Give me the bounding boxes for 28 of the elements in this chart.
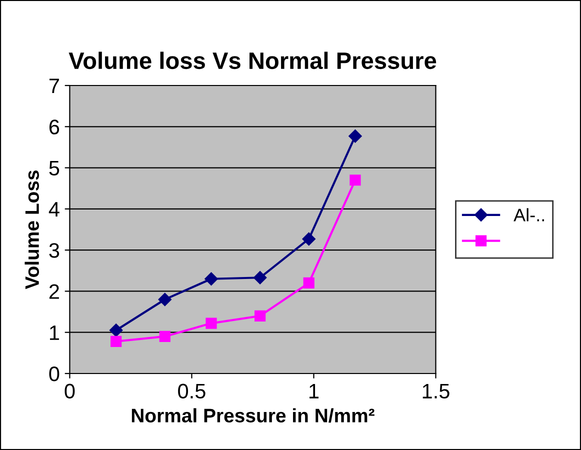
x-tick-label: 1 (310, 384, 319, 398)
y-tick-label: 4 (48, 202, 60, 216)
y-tick-label: 7 (49, 78, 59, 94)
point (206, 318, 217, 329)
point (159, 330, 170, 342)
y-tick-label: 5 (49, 161, 60, 176)
y-tick-label: 0 (49, 366, 60, 382)
x-tick-label: 1.5 (422, 384, 450, 399)
legend-label: Al-.. (514, 208, 544, 222)
point (350, 174, 361, 186)
y-tick-label: 1 (50, 326, 59, 340)
point (110, 336, 122, 347)
point (303, 277, 314, 289)
y-tick-label: 2 (49, 284, 59, 299)
x-tick-label: 0.5 (178, 384, 206, 399)
point (348, 130, 362, 143)
chart-title: Volume loss Vs Normal Pressure (68, 52, 436, 70)
y-axis-title: Volume Loss (24, 170, 40, 290)
point (254, 310, 266, 322)
y-tick-label: 3 (49, 243, 60, 258)
point (158, 292, 172, 306)
point (204, 272, 218, 286)
x-tick-label: 0 (64, 384, 75, 399)
point (253, 271, 267, 284)
y-tick-label: 6 (49, 120, 60, 134)
x-axis-title: Normal Pressure in N/mm² (132, 408, 374, 423)
point (302, 232, 316, 246)
point (109, 324, 123, 337)
